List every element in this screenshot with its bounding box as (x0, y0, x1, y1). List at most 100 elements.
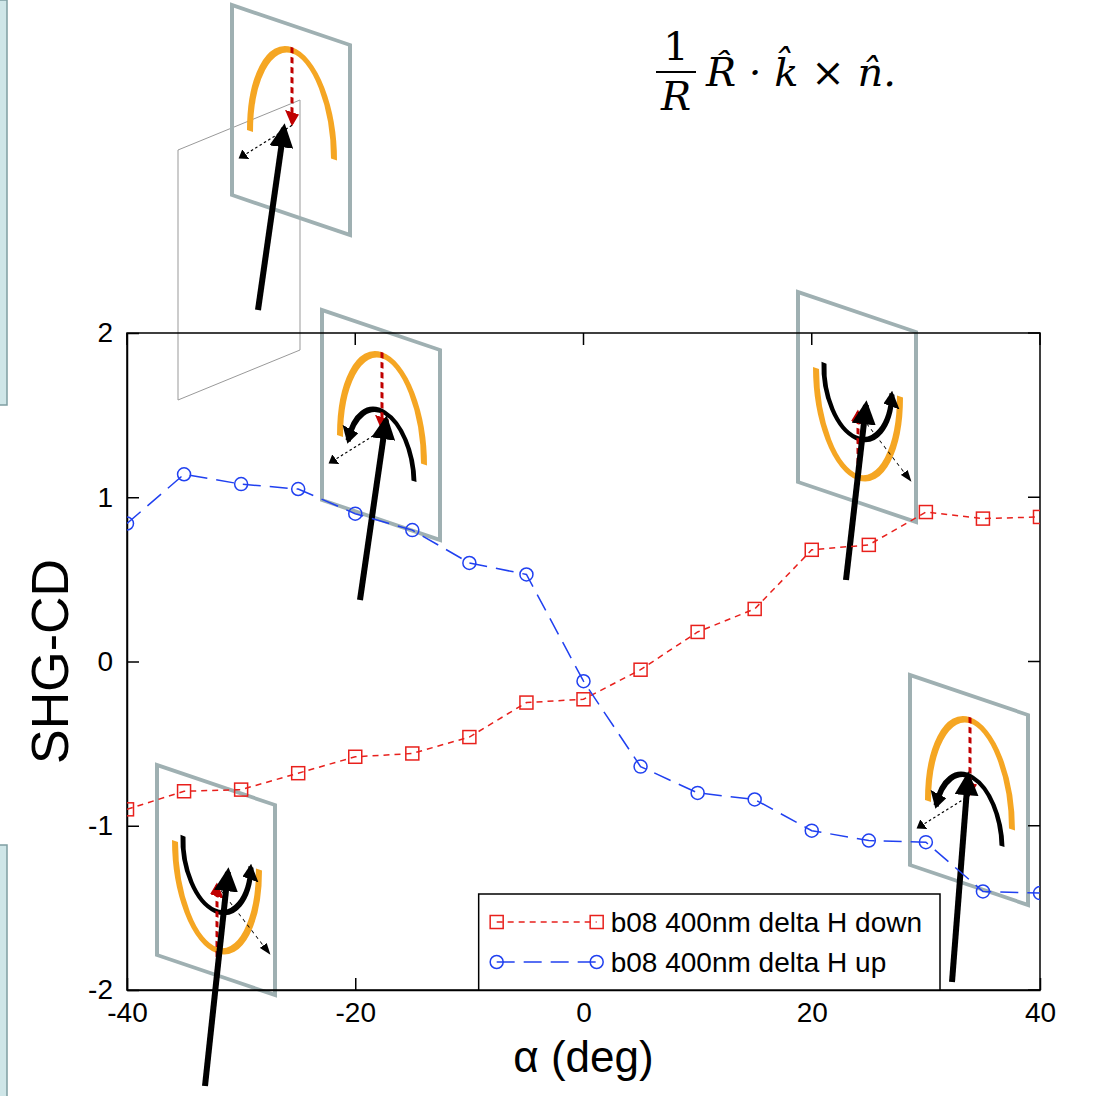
y-tick-mark-right (1028, 661, 1040, 663)
series-point (862, 538, 875, 551)
formula-denominator: R (660, 73, 691, 119)
series-point (1034, 887, 1041, 900)
series-point (178, 785, 191, 798)
x-tick-label: 20 (797, 997, 828, 1028)
x-tick-mark-top (811, 333, 813, 345)
legend-box (479, 894, 940, 990)
series-group (127, 468, 1040, 900)
series-point (805, 543, 818, 556)
y-tick-label: -1 (88, 810, 113, 841)
dotted-arrow (330, 413, 382, 481)
y-axis-title: SHG-CD (21, 559, 79, 764)
series-point (292, 767, 305, 780)
series-point (235, 478, 248, 491)
data-layer (127, 468, 1040, 900)
y-tick-mark-right (1028, 989, 1040, 991)
orange-arc (928, 706, 1012, 829)
y-tick-mark-right (1028, 497, 1040, 499)
x-tick-label: -20 (336, 997, 376, 1028)
series-point (634, 760, 647, 773)
x-tick: -20 (336, 978, 376, 1028)
y-tick-mark (127, 661, 139, 663)
y-tick-label: 0 (97, 646, 113, 677)
series-point (406, 524, 419, 537)
series-point (235, 783, 248, 796)
y-tick-mark-right (1028, 332, 1040, 334)
series-point (520, 568, 533, 581)
legend-marker (590, 916, 603, 929)
schematic-panel (232, 5, 350, 235)
series-line (127, 512, 1040, 809)
orange-arc (250, 36, 334, 159)
series-point (1034, 510, 1041, 523)
series-point (976, 512, 989, 525)
x-tick-label: 0 (576, 997, 592, 1028)
red-arrow (290, 47, 293, 123)
edge-panel (0, 845, 7, 1096)
series-point (349, 507, 362, 520)
y-tick-label: 1 (97, 482, 113, 513)
y-tick: -2 (88, 974, 139, 1005)
series-point (748, 602, 761, 615)
series-point (292, 483, 305, 496)
y-tick-label: 2 (97, 317, 113, 348)
series-point (805, 824, 818, 837)
series-point (862, 834, 875, 847)
incident-arrow (846, 405, 866, 580)
panel-frame (322, 310, 440, 540)
curl-arrow (824, 363, 892, 450)
y-tick-mark (127, 826, 139, 828)
x-tick-mark-top (583, 333, 585, 345)
y-tick-mark (127, 333, 139, 335)
plane-outline (178, 100, 300, 400)
x-tick-mark-top (126, 333, 128, 345)
series-point (919, 506, 932, 519)
series-point (577, 675, 590, 688)
series-point (577, 693, 590, 706)
series-point (349, 750, 362, 763)
series-point (691, 625, 704, 638)
legend: b08 400nm delta H downb08 400nm delta H … (479, 894, 940, 990)
legend-line (497, 921, 597, 923)
x-tick-mark (355, 978, 357, 990)
series-point (127, 517, 134, 530)
plot-frame (127, 333, 1040, 990)
series-point (178, 468, 191, 481)
y-tick: 1 (97, 482, 139, 513)
series-point (919, 836, 932, 849)
x-tick-mark (1040, 978, 1042, 990)
series-line (127, 474, 1040, 893)
x-tick: 40 (1025, 978, 1056, 1028)
series-point (748, 793, 761, 806)
incident-arrow (258, 128, 284, 310)
panel-frame (232, 5, 350, 235)
legend-marker (590, 956, 603, 969)
chart-svg: -40 -20 0 20 40 -2 -1 0 1 2 b08 400nm delta H down… (0, 0, 1099, 1096)
y-tick: 2 (97, 317, 139, 348)
orange-arc (175, 841, 259, 964)
y-tick-mark (127, 990, 139, 992)
incident-arrow (205, 872, 228, 1086)
x-tick-label: -40 (107, 997, 147, 1028)
red-arrow (380, 352, 383, 428)
incident-arrow (952, 776, 968, 982)
legend-label: b08 400nm delta H down (611, 907, 922, 938)
series-point (976, 885, 989, 898)
x-tick-mark-top (355, 333, 357, 345)
y-axis: -2 -1 0 1 2 (88, 317, 139, 1005)
legend-marker (490, 956, 503, 969)
series-group (127, 506, 1040, 816)
mirror-ticks (127, 333, 1040, 990)
x-tick-label: 40 (1025, 997, 1056, 1028)
series-point (406, 747, 419, 760)
x-axis-title: α (deg) (513, 1032, 653, 1081)
y-tick: 0 (97, 646, 139, 677)
y-tick-mark-right (1028, 825, 1040, 827)
series-point (463, 556, 476, 569)
x-tick-mark-top (1039, 333, 1041, 345)
series-point (634, 663, 647, 676)
formula-numerator: 1 (663, 23, 688, 69)
legend-line (497, 961, 597, 963)
y-tick-label: -2 (88, 974, 113, 1005)
formula: 1RR̂ · k̂ × n̂. (656, 23, 896, 119)
